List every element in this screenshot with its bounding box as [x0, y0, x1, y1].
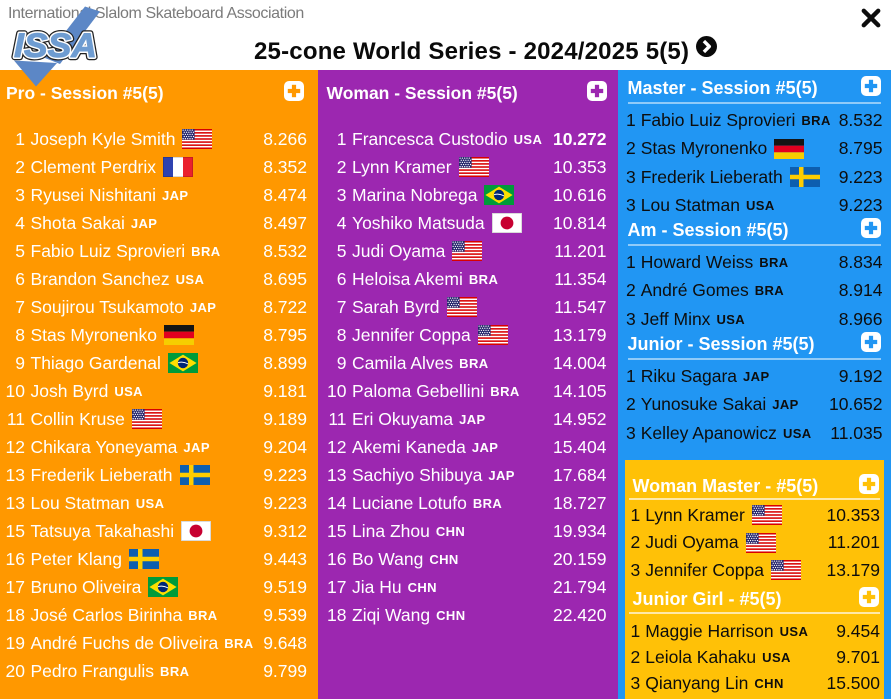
svg-text:ISSA: ISSA	[14, 27, 97, 65]
svg-text:ISSA: ISSA	[14, 27, 97, 65]
svg-text:ISSA: ISSA	[14, 27, 97, 65]
